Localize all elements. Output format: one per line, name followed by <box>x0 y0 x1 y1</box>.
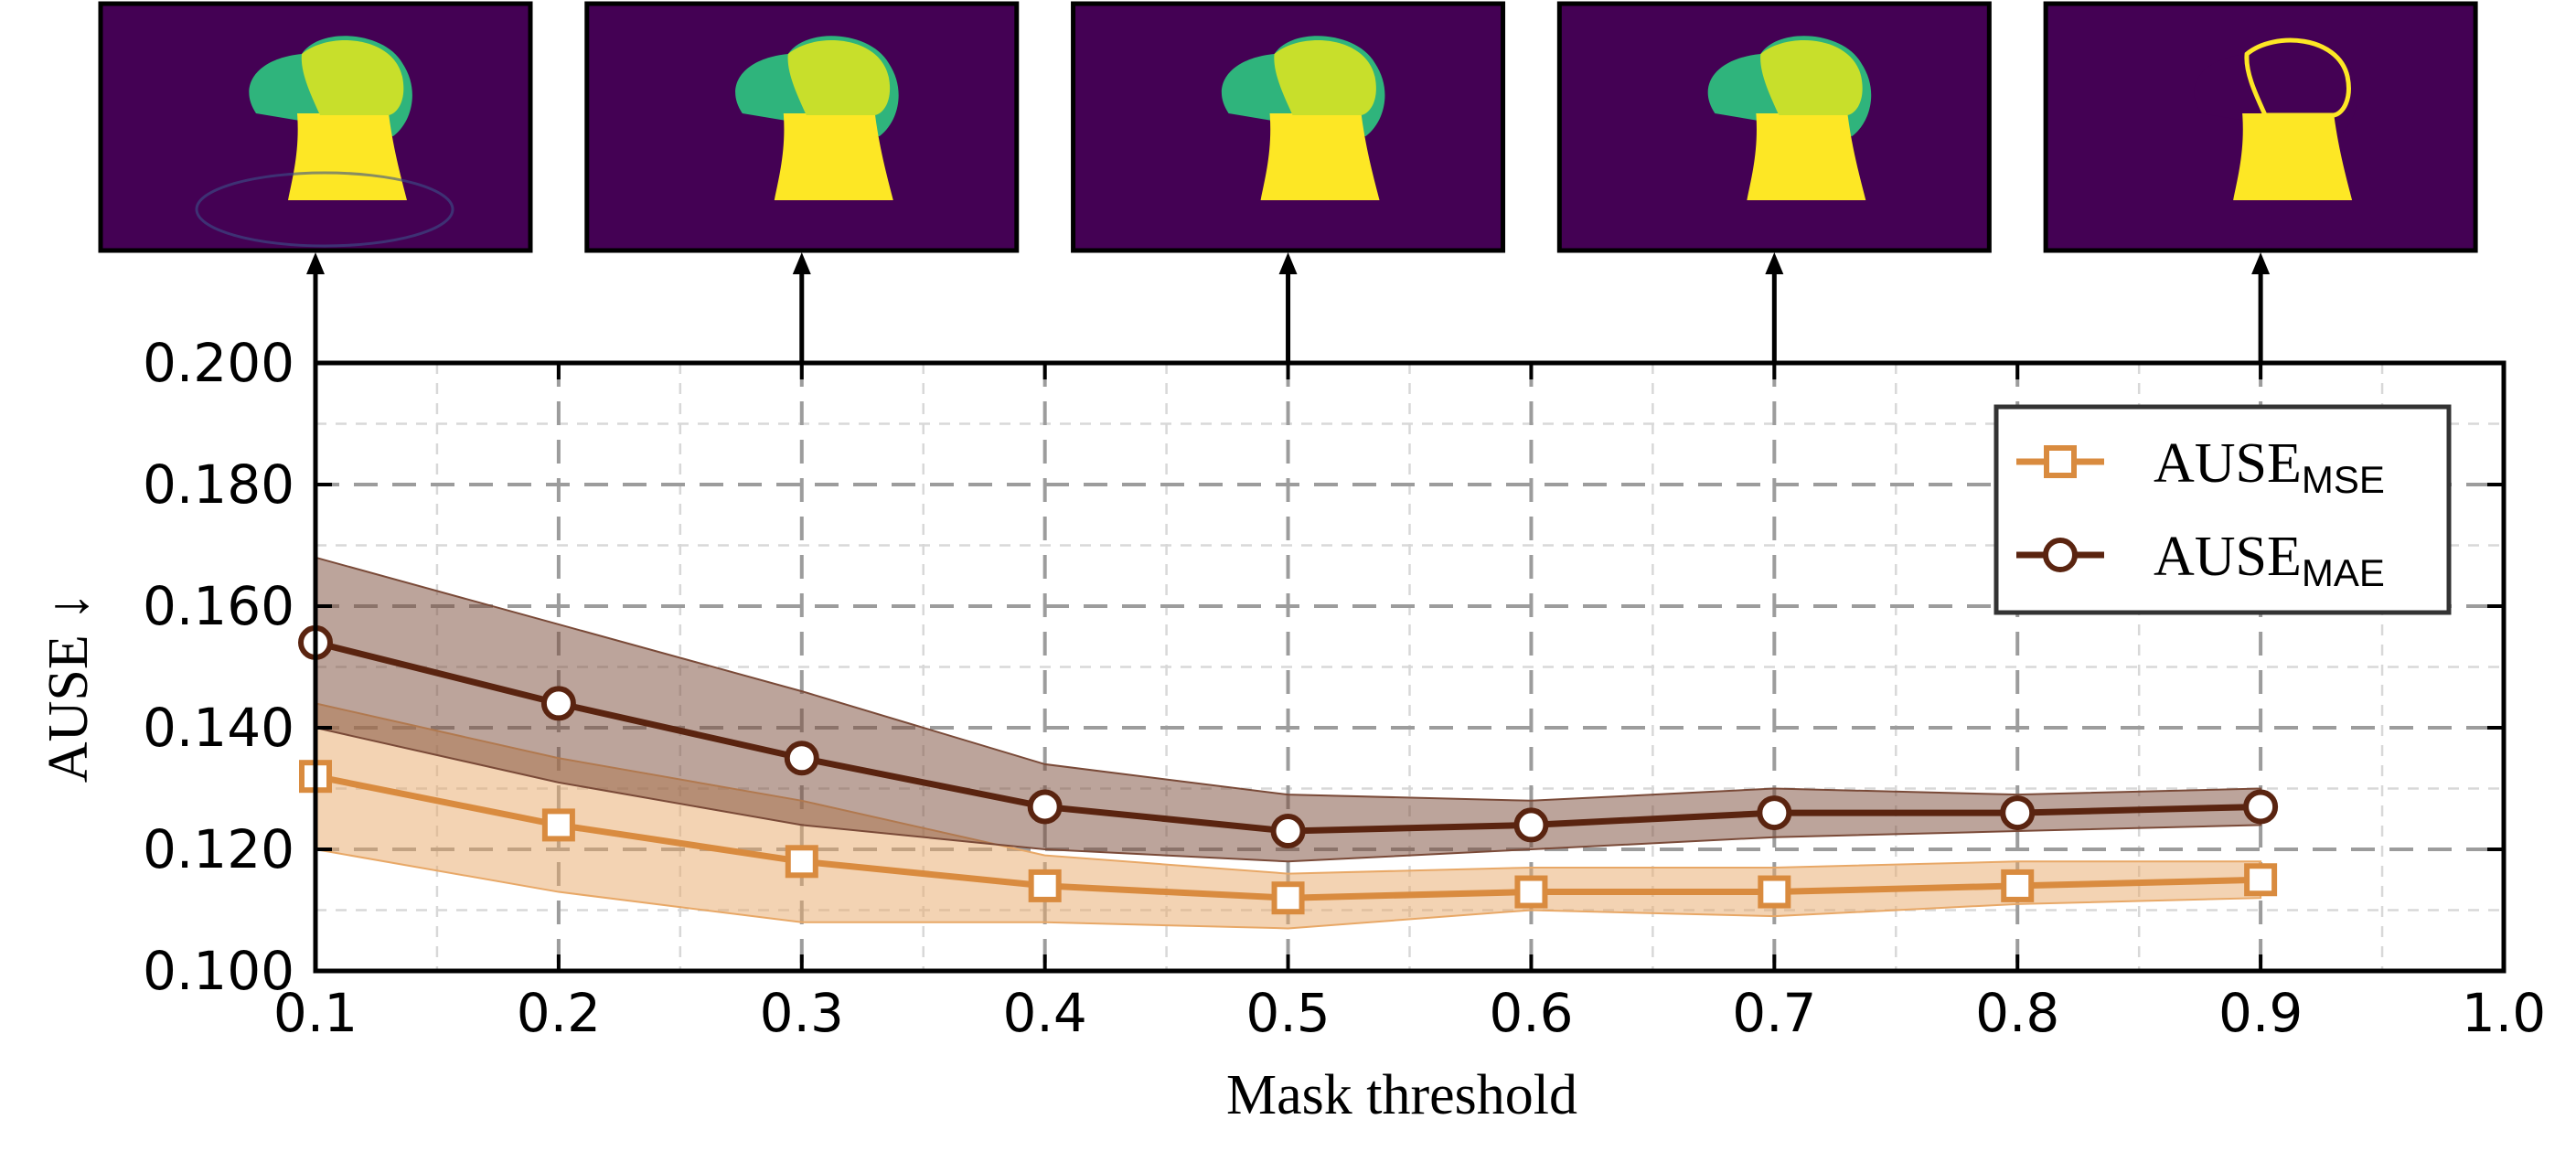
legend-box <box>1993 404 2452 615</box>
object-dome-shape <box>1274 40 1376 115</box>
tick-labels: 0.1 0.2 0.3 0.4 0.5 0.6 0.7 0.8 0.9 1.0 0.100 0.120… <box>143 332 2546 1044</box>
object-body-shape <box>1747 113 1866 200</box>
data-point-mse <box>785 845 818 879</box>
x-tick-label: 0.3 <box>760 982 844 1044</box>
x-tick-label: 0.9 <box>2218 982 2303 1044</box>
data-point-mse <box>1514 875 1548 909</box>
data-point-mae <box>2000 795 2036 831</box>
y-axis-label: AUSE ↓ <box>37 592 100 783</box>
threshold-arrow-head <box>306 252 325 274</box>
x-tick-label: 1.0 <box>2462 982 2546 1044</box>
series-markers <box>298 624 2279 915</box>
threshold-arrow-head <box>792 252 811 274</box>
threshold-arrow-head <box>1765 252 1784 274</box>
y-tick-label: 0.100 <box>143 940 294 1002</box>
x-tick-label: 0.5 <box>1245 982 1330 1044</box>
legend-marker-mae <box>2043 538 2078 572</box>
mask-thumbnail <box>98 1 533 253</box>
data-point-mse <box>1758 875 1791 909</box>
mask-thumbnail <box>1556 1 1992 253</box>
object-dome-shape <box>2244 37 2351 118</box>
object-body-shape <box>2233 113 2353 200</box>
data-point-mae <box>540 686 576 721</box>
mask-thumbnail <box>1071 1 1506 253</box>
mask-thumbnail <box>584 1 1020 253</box>
threshold-arrow-head <box>1278 252 1298 274</box>
axes <box>313 360 2507 974</box>
data-point-mae <box>2243 789 2279 825</box>
confidence-band-mae <box>315 556 2262 863</box>
y-tick-label: 0.200 <box>143 332 294 394</box>
x-axis-label: Mask threshold <box>1226 1064 1577 1126</box>
x-tick-label: 0.4 <box>1003 982 1087 1044</box>
legend-marker-mse <box>2044 445 2077 478</box>
y-tick-label: 0.120 <box>143 818 294 880</box>
object-body-shape <box>288 113 407 200</box>
legend-label-mae: AUSEMAE <box>2154 526 2385 594</box>
x-tick-label: 0.1 <box>273 982 358 1044</box>
legend-label-mse: AUSEMSE <box>2154 432 2385 501</box>
y-tick-label: 0.140 <box>143 697 294 759</box>
y-tick-label: 0.160 <box>143 575 294 637</box>
data-point-mae <box>1270 814 1306 849</box>
y-tick-label: 0.180 <box>143 453 294 516</box>
data-point-mae <box>1513 807 1549 843</box>
data-point-mse <box>1028 869 1062 902</box>
data-point-mae <box>1757 795 1792 831</box>
data-point-mse <box>1271 881 1305 915</box>
legend: AUSEMSE AUSEMAE <box>1993 404 2452 615</box>
x-tick-label: 0.6 <box>1489 982 1573 1044</box>
object-body-shape <box>774 113 893 200</box>
mask-thumbnail <box>2043 1 2478 253</box>
data-point-mae <box>1027 789 1063 825</box>
x-tick-label: 0.7 <box>1732 982 1816 1044</box>
object-dome-shape <box>1760 40 1863 115</box>
threshold-arrow-head <box>2251 252 2271 274</box>
data-point-mae <box>784 741 819 776</box>
object-dome-shape <box>787 40 891 115</box>
object-body-shape <box>1260 113 1380 200</box>
data-point-mse <box>2244 863 2278 897</box>
mask-thumbnails <box>98 1 2478 363</box>
plot-frame <box>313 360 2507 974</box>
background-noise-shape <box>195 171 454 248</box>
data-point-mse <box>2001 869 2035 902</box>
x-tick-label: 0.2 <box>517 982 601 1044</box>
x-tick-label: 0.8 <box>1975 982 2059 1044</box>
object-dome-shape <box>301 40 404 115</box>
data-point-mse <box>541 808 575 842</box>
